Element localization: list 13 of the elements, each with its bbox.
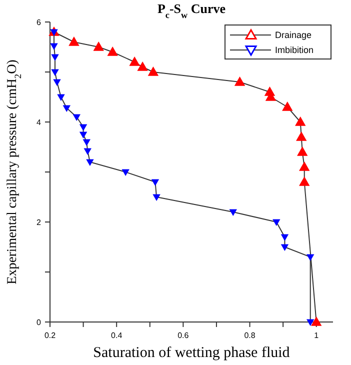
legend-label: Imbibition (275, 45, 314, 55)
y-tick-label: 6 (36, 18, 42, 27)
y-tick-label: 4 (36, 118, 42, 127)
x-tick-label: 1 (314, 331, 320, 340)
y-tick-label: 0 (36, 318, 42, 327)
x-tick-label: 0.2 (44, 331, 56, 340)
x-tick-label: 0.4 (111, 331, 123, 340)
x-tick-label: 0.8 (244, 331, 256, 340)
chart-title: P$_{c}$-S$_{w}$ Curve (157, 1, 226, 20)
legend-label: Drainage (275, 30, 312, 40)
x-tick-label: 0.6 (178, 331, 190, 340)
y-tick-label: 2 (36, 218, 42, 227)
x-axis-title: Saturation of wetting phase fluid (93, 345, 290, 361)
